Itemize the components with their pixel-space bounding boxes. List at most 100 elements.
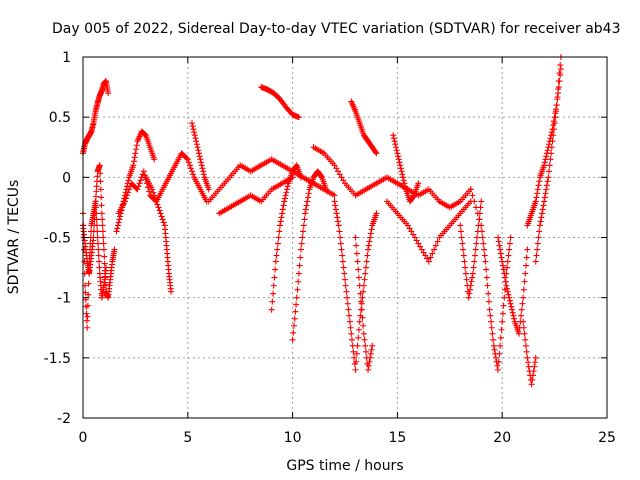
data-point [114, 225, 121, 232]
data-point [487, 312, 494, 319]
data-point [365, 366, 372, 373]
data-point [408, 228, 415, 235]
data-point [184, 156, 191, 163]
data-point [343, 288, 350, 295]
data-point [125, 177, 132, 184]
data-point [93, 183, 100, 190]
data-point [534, 246, 541, 253]
data-point [541, 194, 548, 201]
data-point [522, 270, 529, 277]
data-point [295, 270, 302, 277]
x-tick-label: 25 [598, 430, 616, 446]
data-point [198, 159, 205, 166]
data-point [269, 298, 276, 305]
data-point [290, 322, 297, 329]
data-point [495, 238, 502, 245]
data-point [506, 240, 513, 247]
data-point [504, 258, 511, 265]
data-point [96, 264, 103, 271]
data-point [154, 201, 161, 208]
data-point [93, 222, 100, 229]
data-point [205, 186, 212, 193]
data-point [518, 312, 525, 319]
data-point [552, 114, 559, 121]
data-point [100, 234, 107, 241]
data-point [471, 258, 478, 265]
data-point [298, 240, 305, 247]
data-point [498, 254, 505, 261]
data-point [400, 177, 407, 184]
data-point [94, 234, 101, 241]
y-tick-label: -1 [57, 291, 71, 307]
data-point [121, 198, 128, 205]
data-point [501, 274, 508, 281]
data-point [339, 258, 346, 265]
data-point [299, 234, 306, 241]
data-point [546, 141, 553, 148]
data-point [194, 144, 201, 151]
data-point [539, 210, 546, 217]
data-point [503, 282, 510, 289]
data-point [429, 250, 436, 257]
data-point [540, 202, 547, 209]
data-point [483, 274, 490, 281]
data-point [365, 246, 372, 253]
data-point [497, 342, 504, 349]
data-point [359, 314, 366, 321]
data-point [332, 206, 339, 213]
data-point [153, 198, 160, 205]
data-point [159, 216, 166, 223]
data-point [396, 159, 403, 166]
data-point [478, 198, 485, 205]
data-point [520, 324, 527, 331]
data-point [391, 138, 398, 145]
data-point [280, 202, 287, 209]
data-point [357, 290, 364, 297]
data-point [496, 242, 503, 249]
data-point [555, 86, 562, 93]
data-point [297, 174, 304, 181]
data-point [149, 186, 156, 193]
data-point [100, 240, 107, 247]
data-point [190, 126, 197, 133]
data-point [496, 350, 503, 357]
data-point [522, 262, 529, 269]
data-point [197, 156, 204, 163]
data-point [537, 218, 544, 225]
data-point [522, 342, 529, 349]
data-point [150, 189, 157, 196]
data-point [99, 216, 106, 223]
data-point [535, 182, 542, 189]
data-point [353, 250, 360, 257]
data-point [302, 210, 309, 217]
data-point [350, 348, 357, 355]
data-point [344, 300, 351, 307]
data-point [547, 135, 554, 142]
data-point [132, 150, 139, 157]
y-axis-label: SDTVAR / TECUs [6, 180, 22, 295]
data-point [413, 237, 420, 244]
data-point [474, 234, 481, 241]
data-point [367, 234, 374, 241]
data-point [352, 234, 359, 241]
data-point [92, 193, 99, 200]
y-tick-label: -2 [57, 411, 71, 427]
data-point [344, 294, 351, 301]
data-point [497, 246, 504, 253]
data-point [488, 324, 495, 331]
data-point [294, 286, 301, 293]
data-point [196, 153, 203, 160]
data-point [506, 297, 513, 304]
data-point [332, 202, 339, 209]
x-tick-label: 20 [493, 430, 511, 446]
data-point [113, 228, 120, 235]
data-point [284, 183, 291, 190]
data-point [117, 213, 124, 220]
data-point [505, 252, 512, 259]
data-point [390, 135, 397, 142]
y-tick-label: 0.5 [49, 110, 71, 126]
data-point [151, 192, 158, 199]
data-point [469, 192, 476, 199]
data-point [93, 210, 100, 217]
data-point [356, 282, 363, 289]
